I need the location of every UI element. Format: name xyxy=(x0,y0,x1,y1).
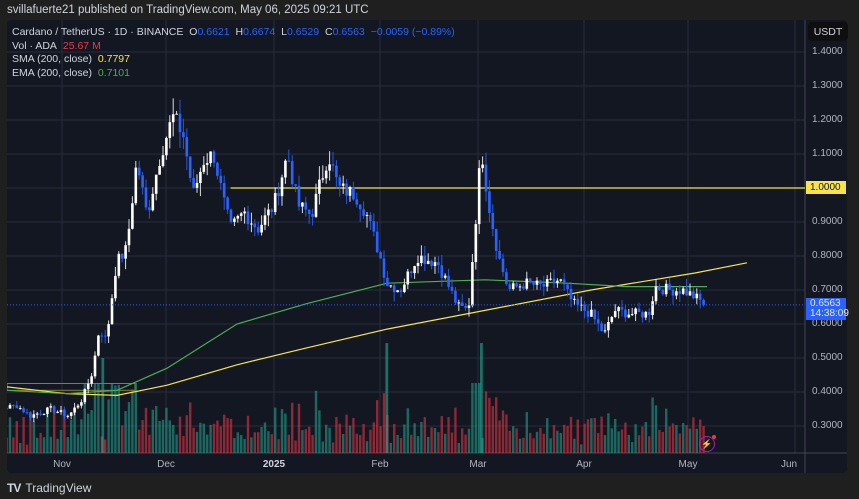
tradingview-brand: TV TradingView xyxy=(7,481,91,495)
volume-label[interactable]: Vol · ADA xyxy=(12,39,57,52)
published-caption: svillafuerte21 published on TradingView.… xyxy=(7,4,369,16)
lightning-alert-icon[interactable]: ⚡ xyxy=(699,435,716,452)
level-price-tag: 1.0000 xyxy=(806,181,846,194)
price-tick: 0.9000 xyxy=(812,216,843,227)
price-tick: 0.6000 xyxy=(812,318,843,329)
low-value: 0.6529 xyxy=(287,26,320,38)
time-tick: Jun xyxy=(780,459,798,470)
change-value: −0.0059 (−0.89%) xyxy=(370,26,455,38)
price-tick: 0.5000 xyxy=(812,352,843,363)
last-price-tag: 0.6563 14:38:09 xyxy=(806,298,849,320)
time-tick: Feb xyxy=(371,459,389,470)
ema-row: EMA (200, close) 0.7101 xyxy=(12,67,458,81)
time-tick: May xyxy=(678,459,698,470)
ema-value: 0.7101 xyxy=(97,66,130,79)
price-tick: 0.4000 xyxy=(812,386,843,397)
close-label: C xyxy=(325,26,333,38)
price-tick: 1.3000 xyxy=(812,80,843,91)
open-label: O xyxy=(189,26,198,38)
time-tick: Apr xyxy=(576,459,592,470)
currency-button[interactable]: USDT xyxy=(808,22,848,41)
sma-label[interactable]: SMA (200, close) xyxy=(12,53,92,65)
volume-row: Vol · ADA 25.67 M xyxy=(12,40,458,54)
close-value: 0.6563 xyxy=(332,26,365,38)
time-tick: Nov xyxy=(53,459,71,470)
chart-frame[interactable] xyxy=(7,20,847,473)
notification-dot xyxy=(712,435,716,439)
open-value: 0.6621 xyxy=(197,26,230,38)
high-value: 0.6674 xyxy=(243,26,276,38)
chart-legend: Cardano / TetherUS · 1D · BINANCE O0.662… xyxy=(12,26,458,80)
price-tick: 0.3000 xyxy=(812,420,843,431)
ema-label[interactable]: EMA (200, close) xyxy=(12,66,92,79)
bar-countdown: 14:38:09 xyxy=(810,308,849,319)
sma-value: 0.7797 xyxy=(97,53,130,65)
high-label: H xyxy=(235,26,244,38)
ohlc-row: Cardano / TetherUS · 1D · BINANCE O0.662… xyxy=(12,26,458,40)
time-tick: Dec xyxy=(157,459,175,470)
brand-name: TradingView xyxy=(25,481,92,495)
price-tick: 1.4000 xyxy=(812,46,843,57)
volume-value: 25.67 M xyxy=(62,39,101,52)
time-tick: Mar xyxy=(469,459,487,470)
last-price: 0.6563 xyxy=(810,298,841,309)
price-tick: 1.2000 xyxy=(812,114,843,125)
low-label: L xyxy=(281,26,287,38)
price-chart[interactable] xyxy=(7,20,847,473)
price-tick: 0.7000 xyxy=(812,284,843,295)
price-tick: 1.1000 xyxy=(812,148,843,159)
time-tick: 2025 xyxy=(262,459,286,470)
tradingview-logo-icon: TV xyxy=(7,481,21,495)
symbol-label[interactable]: Cardano / TetherUS · 1D · BINANCE xyxy=(12,26,184,38)
sma-row: SMA (200, close) 0.7797 xyxy=(12,53,458,67)
price-tick: 0.8000 xyxy=(812,250,843,261)
